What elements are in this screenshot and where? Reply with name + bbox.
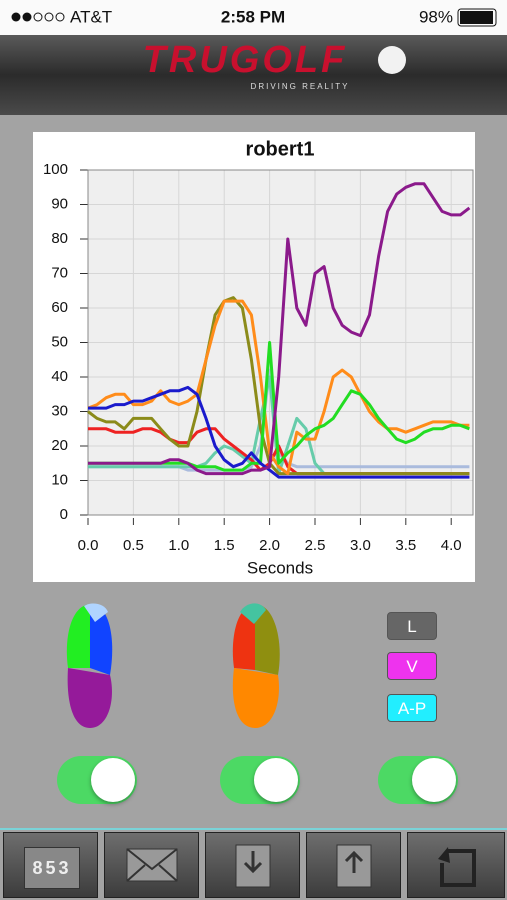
plot-border xyxy=(87,169,474,516)
x-tick-label: 2.5 xyxy=(305,537,326,554)
toggle-knob xyxy=(254,758,298,802)
x-tick-label: 3.0 xyxy=(350,537,371,554)
import-icon xyxy=(235,844,271,888)
ap-button[interactable]: A-P xyxy=(387,694,437,722)
x-tick-label: 2.0 xyxy=(259,537,280,554)
counter-button[interactable]: 853 xyxy=(3,832,98,898)
left-foot xyxy=(66,603,113,728)
v-button[interactable]: V xyxy=(387,652,437,680)
toggle-knob xyxy=(91,758,135,802)
mail-icon xyxy=(126,848,178,882)
y-tick-label: 60 xyxy=(51,299,68,316)
l-button[interactable]: L xyxy=(387,612,437,640)
logo: TRUGOLF xyxy=(143,39,348,81)
header xyxy=(0,35,507,115)
battery-level xyxy=(460,11,493,24)
toggle[interactable] xyxy=(57,756,137,804)
data-line xyxy=(87,299,470,476)
data-line xyxy=(87,296,470,476)
x-tick-label: 3.5 xyxy=(395,537,416,554)
right-foot xyxy=(232,603,280,728)
y-tick-label: 30 xyxy=(51,402,68,419)
data-line xyxy=(88,182,471,476)
y-tick-label: 50 xyxy=(51,333,68,350)
data-line xyxy=(88,385,470,479)
y-tick-label: 90 xyxy=(51,195,68,212)
y-tick-label: 20 xyxy=(51,437,68,454)
battery-icon xyxy=(457,8,497,27)
y-tick-label: 80 xyxy=(51,230,68,247)
x-tick-label: 4.0 xyxy=(441,537,462,554)
counter: 853 xyxy=(24,847,80,889)
x-tick-label: 0.5 xyxy=(123,537,144,554)
y-tick-label: 0 xyxy=(60,506,68,523)
back-icon xyxy=(438,847,476,887)
tagline: DRIVING REALITY xyxy=(251,82,350,91)
x-tick-label: 1.0 xyxy=(168,537,189,554)
carrier: AT&T xyxy=(70,7,112,26)
x-tick-label: 1.5 xyxy=(214,537,235,554)
signal-dots xyxy=(11,12,65,22)
export-icon xyxy=(336,844,372,888)
y-tick-label: 100 xyxy=(43,161,68,178)
import-button[interactable] xyxy=(205,832,300,898)
clock: 2:58 PM xyxy=(221,7,285,26)
toggle-knob xyxy=(412,758,456,802)
x-axis-label: Seconds xyxy=(247,558,313,577)
golf-ball xyxy=(378,46,406,74)
back-button[interactable] xyxy=(407,832,505,898)
toolbar-divider xyxy=(0,828,507,830)
x-tick-label: 0.0 xyxy=(78,537,99,554)
chart: robert1 Seconds 0 10 20 30 40 50 60 70 80 90 100 0.… xyxy=(43,138,474,577)
mail-button[interactable] xyxy=(104,832,199,898)
chart-title: robert1 xyxy=(246,138,315,160)
export-button[interactable] xyxy=(306,832,401,898)
y-tick-label: 10 xyxy=(51,471,68,488)
toggle[interactable] xyxy=(378,756,458,804)
y-tick-label: 70 xyxy=(51,264,68,281)
y-tick-label: 40 xyxy=(51,368,68,385)
status-bar xyxy=(0,0,507,35)
toggle[interactable] xyxy=(220,756,300,804)
battery-percent: 98% xyxy=(419,7,453,26)
